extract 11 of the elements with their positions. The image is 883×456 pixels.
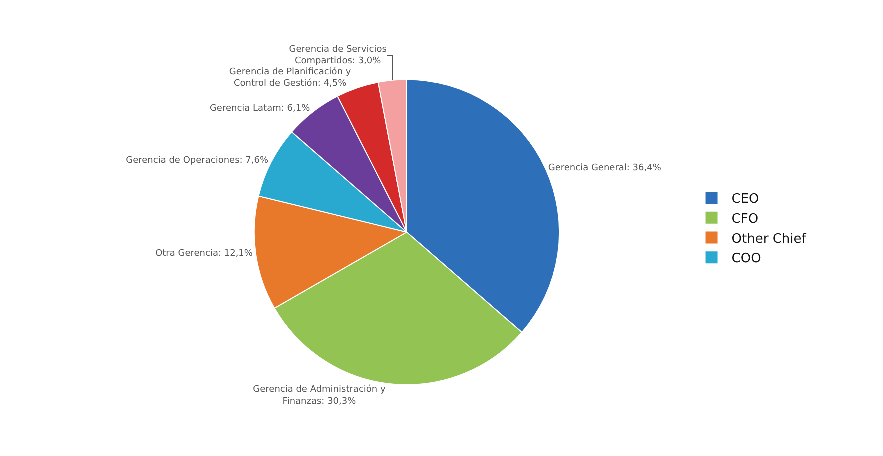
data-label: Otra Gerencia: 12,1% xyxy=(156,248,254,259)
legend-label: Other Chief xyxy=(732,232,807,247)
data-label: Gerencia de Planificación y Control de Gestión: 4,5% xyxy=(229,66,352,90)
legend-label: CFO xyxy=(732,212,759,227)
data-label: Gerencia de Servicios Compartidos: 3,0% xyxy=(289,44,388,66)
legend-label: CEO xyxy=(732,192,760,208)
data-label: Gerencia de Administración y Finanzas: 30,3% xyxy=(253,384,386,407)
data-label: Gerencia Latam: 6,1% xyxy=(210,104,311,114)
legend-label: COO xyxy=(732,252,762,267)
data-label: Gerencia de Operaciones: 7,6% xyxy=(126,156,269,166)
data-label: Gerencia General: 36,4% xyxy=(548,163,662,174)
